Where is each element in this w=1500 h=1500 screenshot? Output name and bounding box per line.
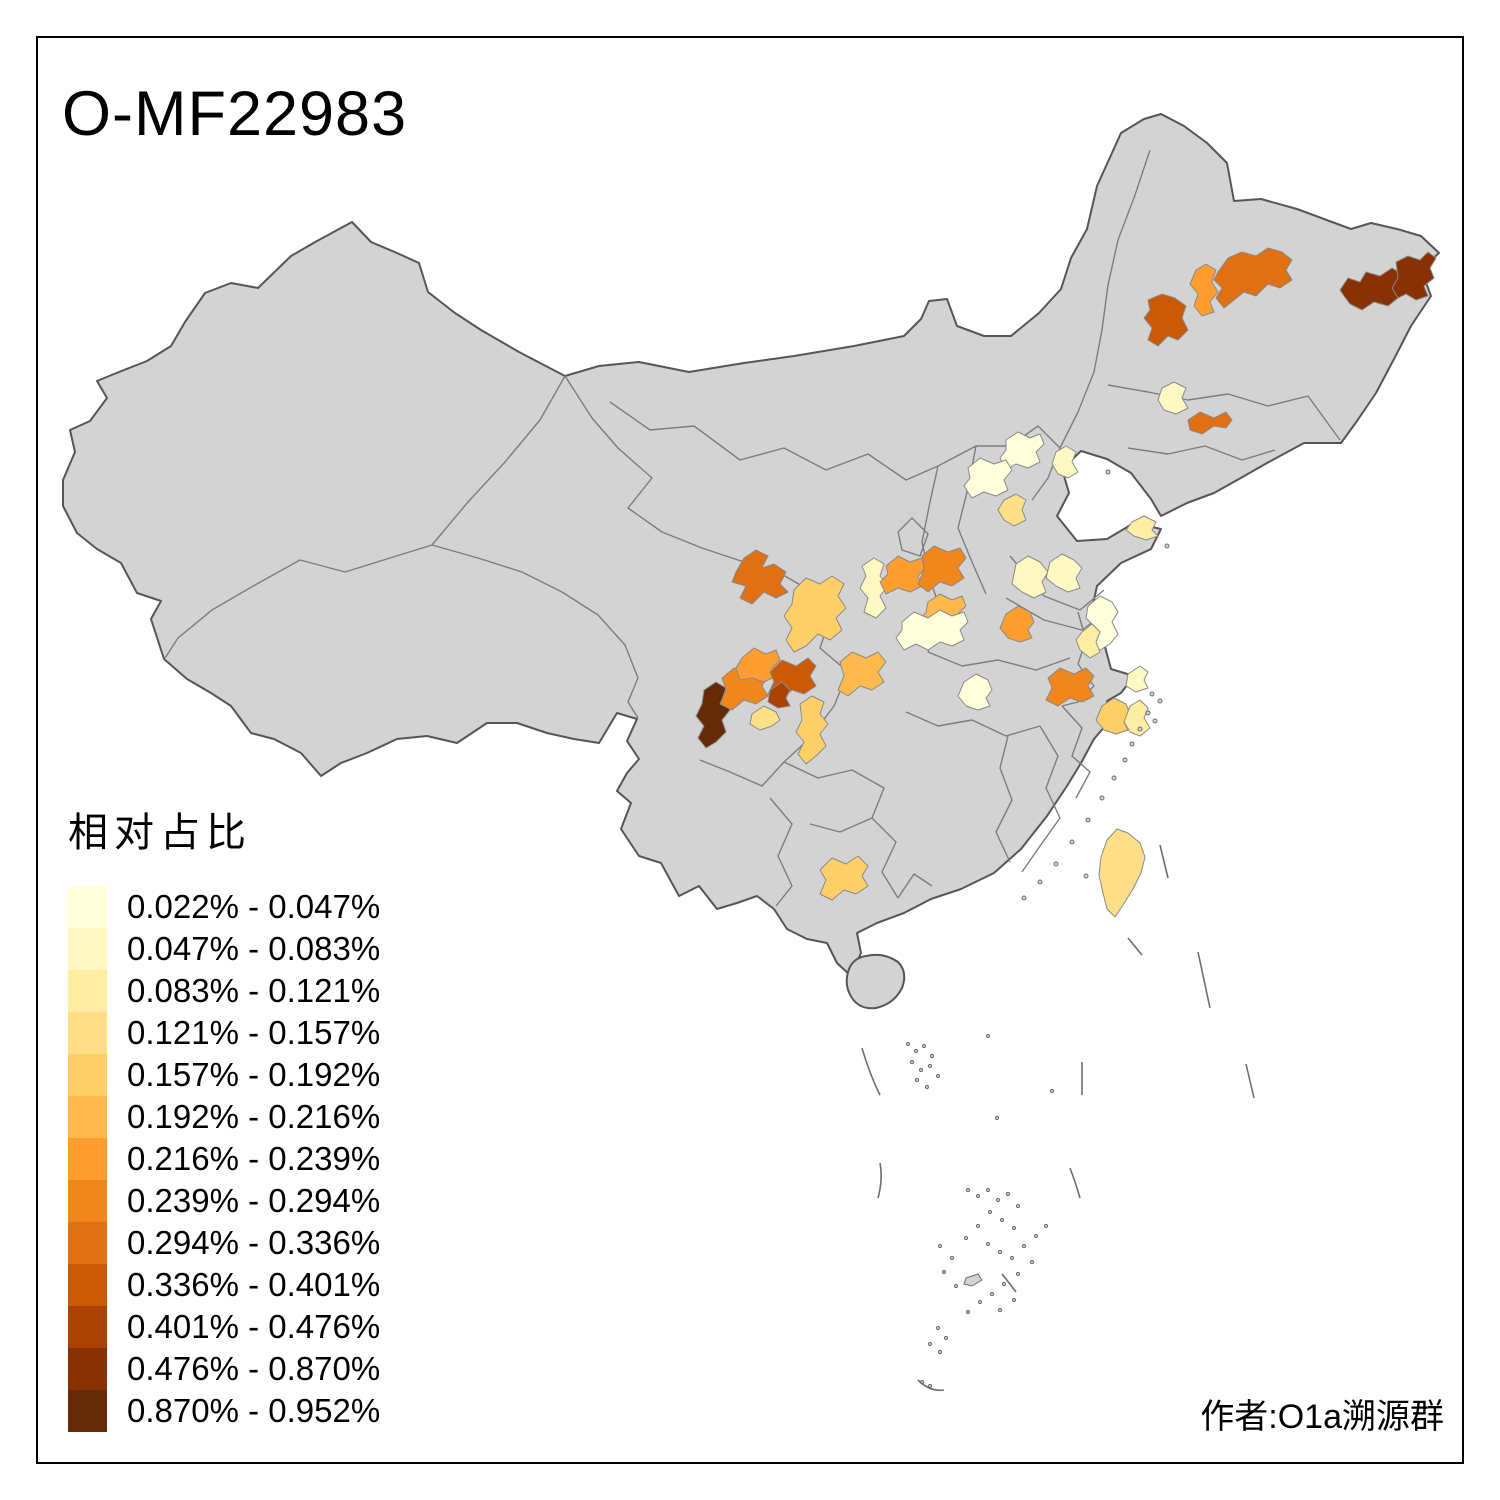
region-zhengzhou-orange xyxy=(999,605,1035,643)
region-enshi-light xyxy=(837,651,887,697)
region-qiqihar xyxy=(1143,293,1189,347)
page-title: O-MF22983 xyxy=(62,79,408,149)
legend-label: 0.336% - 0.401% xyxy=(127,1266,381,1303)
region-shandong-west-a xyxy=(1011,555,1049,599)
legend-row: 0.047% - 0.083% xyxy=(68,928,380,970)
legend-row: 0.239% - 0.294% xyxy=(68,1180,380,1222)
legend-swatch xyxy=(68,1012,107,1054)
legend-label: 0.476% - 0.870% xyxy=(127,1350,381,1387)
legend-row: 0.121% - 0.157% xyxy=(68,1012,380,1054)
coastal-islands xyxy=(1021,469,1170,901)
region-qiannan-light xyxy=(819,855,869,901)
legend-swatch xyxy=(68,1264,107,1306)
attribution-text: 作者:O1a溯源群 xyxy=(1200,1398,1444,1436)
legend-label: 0.294% - 0.336% xyxy=(127,1224,381,1261)
legend-row: 0.192% - 0.216% xyxy=(68,1096,380,1138)
region-chizhou-pale xyxy=(1123,699,1151,737)
region-mianyang-darkorange xyxy=(731,549,789,605)
region-wuhan-cream xyxy=(957,673,993,711)
hainan-island xyxy=(845,953,906,1010)
legend-label: 0.047% - 0.083% xyxy=(127,930,381,967)
legend-label: 0.401% - 0.476% xyxy=(127,1308,381,1345)
region-northeast-dark-b xyxy=(1391,251,1437,301)
legend-label: 0.022% - 0.047% xyxy=(127,888,381,925)
region-yantai-pale xyxy=(1125,515,1159,541)
region-baoji-orange xyxy=(917,545,967,593)
region-tianjin-pale xyxy=(1051,445,1079,479)
province-borders-east-south xyxy=(769,555,1105,907)
legend-row: 0.401% - 0.476% xyxy=(68,1306,380,1348)
legend-row: 0.476% - 0.870% xyxy=(68,1348,380,1390)
legend-swatch xyxy=(68,1306,107,1348)
legend-swatch xyxy=(68,928,107,970)
region-luoyang-cream xyxy=(895,609,969,651)
region-shandong-west-b xyxy=(1045,553,1083,593)
legend-swatch xyxy=(68,1138,107,1180)
province-borders-north xyxy=(609,149,1341,611)
legend: 相对占比 0.022% - 0.047% 0.047% - 0.083% 0.083… xyxy=(68,800,380,1432)
region-nenjiang-light xyxy=(1189,263,1219,317)
legend-swatch xyxy=(68,970,107,1012)
legend-rows: 0.022% - 0.047% 0.047% - 0.083% 0.083% - 0… xyxy=(68,886,380,1432)
legend-row: 0.294% - 0.336% xyxy=(68,1222,380,1264)
region-changchun-pale xyxy=(1157,381,1189,415)
legend-swatch xyxy=(68,1180,107,1222)
legend-swatch xyxy=(68,1222,107,1264)
legend-swatch xyxy=(68,886,107,928)
region-hefei-orange xyxy=(1045,667,1095,707)
region-taiwan xyxy=(1098,828,1146,918)
region-shanghai-pale xyxy=(1125,665,1149,693)
legend-row: 0.157% - 0.192% xyxy=(68,1054,380,1096)
legend-title: 相对占比 xyxy=(68,811,252,855)
region-beijing-cream xyxy=(999,431,1045,471)
legend-label: 0.870% - 0.952% xyxy=(127,1392,381,1429)
region-zigong-pale xyxy=(749,705,781,731)
region-suihua xyxy=(1213,247,1293,309)
legend-row: 0.216% - 0.239% xyxy=(68,1138,380,1180)
legend-label: 0.157% - 0.192% xyxy=(127,1056,381,1093)
legend-swatch xyxy=(68,1390,107,1432)
legend-row: 0.022% - 0.047% xyxy=(68,886,380,928)
region-baoding-cream xyxy=(963,457,1013,499)
legend-label: 0.192% - 0.216% xyxy=(127,1098,381,1135)
legend-label: 0.216% - 0.239% xyxy=(127,1140,381,1177)
region-dandong-orange xyxy=(1187,411,1233,435)
region-liangshan-darkest xyxy=(695,681,731,749)
colored-regions xyxy=(695,247,1437,918)
legend-swatch xyxy=(68,1096,107,1138)
region-chongqing-west-lobe xyxy=(767,681,791,709)
region-hanzhong-light xyxy=(783,575,847,653)
region-longnan-cream xyxy=(859,557,889,619)
south-china-sea-islands xyxy=(861,844,1255,1392)
legend-row: 0.083% - 0.121% xyxy=(68,970,380,1012)
legend-swatch xyxy=(68,1348,107,1390)
province-borders-west xyxy=(164,375,849,787)
legend-row: 0.870% - 0.952% xyxy=(68,1390,380,1432)
region-huaian-pale xyxy=(1075,623,1101,659)
legend-label: 0.083% - 0.121% xyxy=(127,972,381,1009)
legend-label: 0.239% - 0.294% xyxy=(127,1182,381,1219)
legend-label: 0.121% - 0.157% xyxy=(127,1014,381,1051)
china-mainland-outline xyxy=(62,113,1440,977)
legend-swatch xyxy=(68,1054,107,1096)
region-shijiazhuang-light xyxy=(997,493,1027,527)
region-luzhou-strip xyxy=(795,695,829,765)
legend-row: 0.336% - 0.401% xyxy=(68,1264,380,1306)
